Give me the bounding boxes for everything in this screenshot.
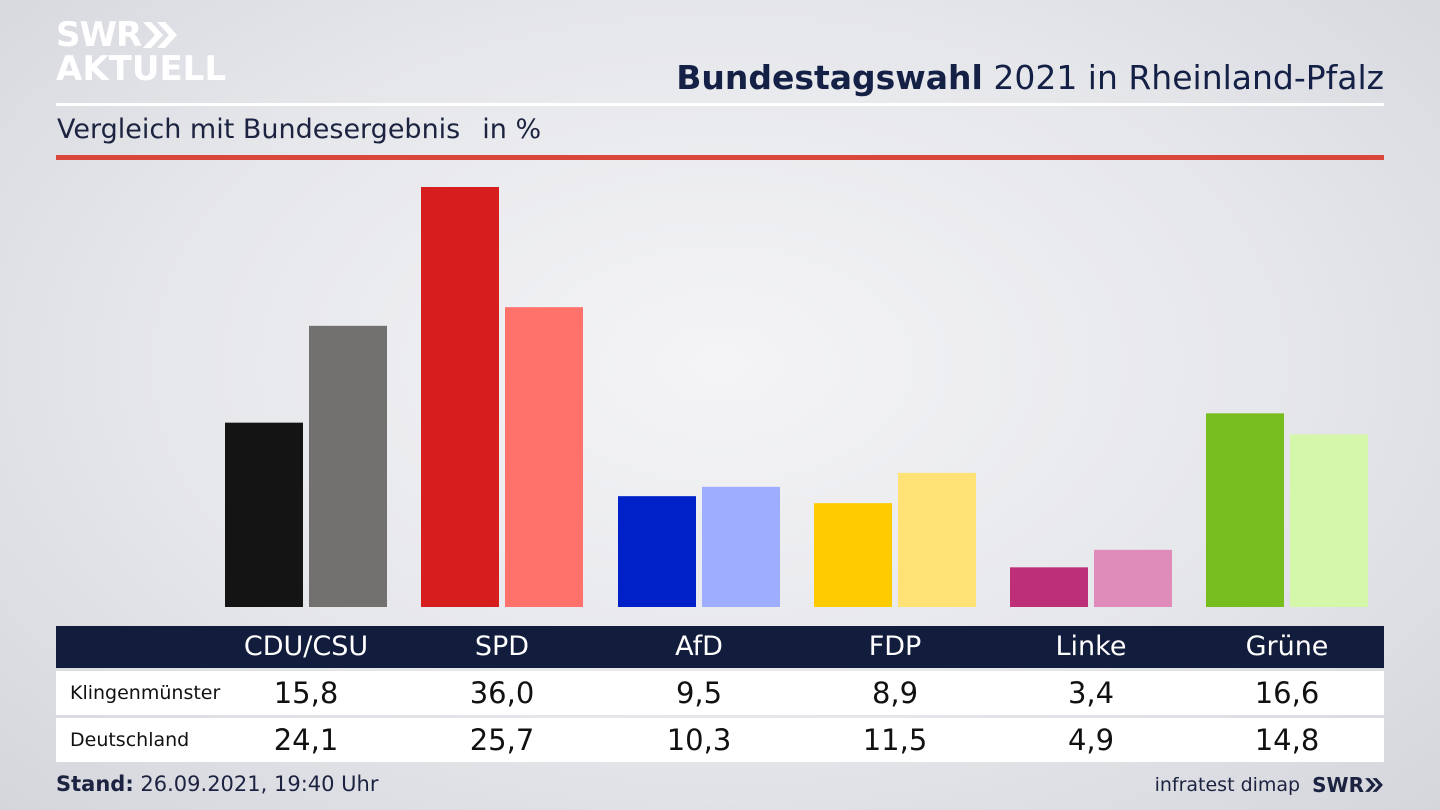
value-spd-deutschland: 25,7 [469,723,535,757]
logo-line1: SWR [56,15,142,55]
bar-chart [225,187,1368,607]
title-rest: 2021 in Rheinland-Pfalz [982,58,1384,97]
double-chevron-icon [143,22,178,48]
value-gr-ne-klingenm-nster: 16,6 [1254,676,1320,710]
double-chevron-icon [1365,778,1383,792]
table-header-row: CDU/CSU SPD AfD FDP Linke Grüne [56,626,1384,668]
table-row-deutschland: Deutschland 24,1 25,7 10,3 11,5 4,9 14,8 [56,718,1384,762]
value-afd-deutschland: 10,3 [666,723,732,757]
row-label: Klingenmünster [70,682,221,704]
bar-gr-ne-klingenm-nster [1206,413,1284,607]
column-header-gr-ne: Grüne [1245,631,1329,662]
value-linke-deutschland: 4,9 [1067,723,1115,757]
bar-fdp-klingenm-nster [814,503,892,607]
timestamp: Stand: 26.09.2021, 19:40 Uhr [56,772,379,796]
bar-linke-klingenm-nster [1010,567,1088,607]
column-header-fdp: FDP [868,631,922,662]
value-linke-klingenm-nster: 3,4 [1067,676,1115,710]
stand-label: Stand: [56,772,134,796]
logo-line2: AKTUELL [56,49,227,89]
bar-gr-ne-deutschland [1290,434,1368,607]
subtitle-unit: in % [482,114,542,145]
bar-linke-deutschland [1094,549,1172,607]
bar-fdp-deutschland [898,472,976,607]
value-cdu-csu-deutschland: 24,1 [273,723,339,757]
bar-afd-deutschland [702,486,780,607]
subtitle-text: Vergleich mit Bundesergebnis [57,114,461,145]
bar-cdu-csu-deutschland [309,325,387,607]
swr-small-logo: SWR [1312,773,1384,797]
divider-white [56,103,1384,106]
column-header-linke: Linke [1055,631,1127,662]
value-fdp-deutschland: 11,5 [862,723,928,757]
source-text: infratest dimap [1154,774,1301,796]
bar-spd-klingenm-nster [421,187,499,607]
value-spd-klingenm-nster: 36,0 [469,676,535,710]
row-label: Deutschland [70,729,190,751]
results-table: CDU/CSU SPD AfD FDP Linke Grüne Klingenmünste… [56,626,1384,762]
value-cdu-csu-klingenm-nster: 15,8 [273,676,339,710]
column-header-afd: AfD [675,631,723,662]
swr-aktuell-logo: SWR AKTUELL [56,18,226,86]
value-gr-ne-deutschland: 14,8 [1254,723,1320,757]
source-credit: infratest dimap SWR [1155,773,1384,797]
subtitle: Vergleich mit Bundesergebnis in % [57,114,541,145]
table-row-klingenmuenster: Klingenmünster 15,8 36,0 9,5 8,9 3,4 16,6 [56,671,1384,715]
bar-spd-deutschland [505,307,583,607]
page-title: Bundestagswahl 2021 in Rheinland-Pfalz [676,58,1384,97]
bar-afd-klingenm-nster [618,496,696,607]
column-header-cdu-csu: CDU/CSU [243,631,369,662]
stand-value: 26.09.2021, 19:40 Uhr [133,772,379,796]
value-afd-klingenm-nster: 9,5 [675,676,723,710]
bar-cdu-csu-klingenm-nster [225,422,303,607]
title-bold: Bundestagswahl [676,58,983,97]
swr-small-text: SWR [1312,773,1364,797]
column-header-spd: SPD [474,631,530,662]
divider-red [56,155,1384,160]
value-fdp-klingenm-nster: 8,9 [871,676,919,710]
